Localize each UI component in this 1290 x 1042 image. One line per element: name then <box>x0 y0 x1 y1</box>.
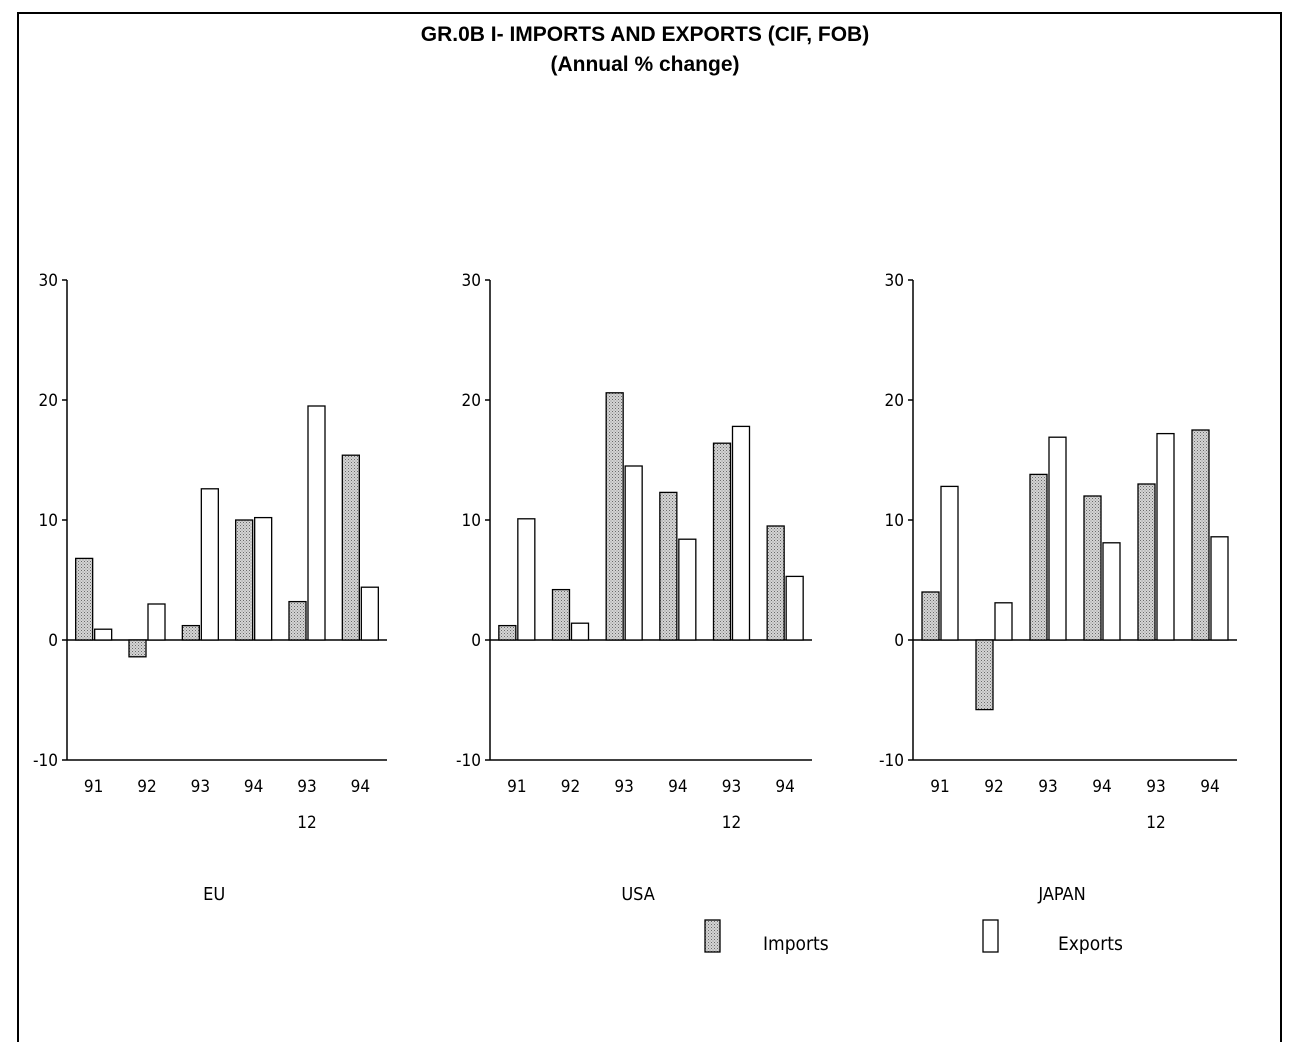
imports-bar-94-3 <box>235 519 254 641</box>
legend-item-exports: Exports <box>982 919 1123 955</box>
exports-bar-93-2 <box>624 465 643 641</box>
x-tick-label: 92 <box>561 777 580 797</box>
x-tick-label: 92 <box>984 777 1003 797</box>
imports-bar-93-4 <box>288 600 307 641</box>
x-tick-label: 91 <box>930 777 949 797</box>
exports-bar-91-0 <box>94 628 113 641</box>
chart-title: GR.0B I- IMPORTS AND EXPORTS (CIF, FOB) <box>420 23 870 46</box>
chart-panel-usa: -10 0 10 20 30 91 92 93 94 93 12 94 USA <box>456 271 812 905</box>
exports-bar-94-3 <box>1102 542 1121 641</box>
legend-label: Exports <box>1058 933 1123 955</box>
x-tick-label: 93 <box>191 777 210 797</box>
legend-item-imports: Imports <box>704 919 829 955</box>
exports-bar-93-4 <box>731 425 751 641</box>
y-tick-label: 20 <box>885 391 904 411</box>
imports-bar-92-1 <box>551 588 571 641</box>
x-tick-label: 94 <box>1200 777 1219 797</box>
imports-bar-94-3 <box>659 491 678 641</box>
exports-bar-94-5 <box>1210 536 1229 641</box>
x-tick-sublabel: 12 <box>297 813 316 833</box>
x-tick-label: 94 <box>1092 777 1111 797</box>
legend-swatch <box>704 919 721 953</box>
x-tick-label: 93 <box>722 777 741 797</box>
y-tick-label: -10 <box>879 751 904 771</box>
exports-bar-94-3 <box>678 538 697 641</box>
y-tick-label: 30 <box>885 271 904 291</box>
exports-bar-94-5 <box>785 575 804 641</box>
panel-label-eu: EU <box>203 884 225 905</box>
x-tick-sublabel: 12 <box>722 813 741 833</box>
y-tick-label: 30 <box>462 271 481 291</box>
exports-bar-93-4 <box>307 405 326 641</box>
chart-panel-eu: -10 0 10 20 30 91 92 93 94 93 12 94 EU <box>33 271 387 905</box>
x-tick-label: 91 <box>507 777 526 797</box>
y-tick-label: 10 <box>885 511 904 531</box>
imports-bar-93-2 <box>1029 473 1048 641</box>
panel-label-usa: USA <box>621 884 655 905</box>
imports-bar-91-0 <box>921 591 940 641</box>
x-tick-label: 94 <box>668 777 687 797</box>
y-tick-label: -10 <box>33 751 58 771</box>
y-tick-label: 20 <box>39 391 58 411</box>
exports-bar-94-5 <box>360 586 379 641</box>
x-tick-label: 93 <box>614 777 633 797</box>
imports-bar-91-0 <box>498 624 517 641</box>
exports-bar-93-2 <box>200 488 219 641</box>
legend-label: Imports <box>763 933 829 955</box>
imports-bar-93-4 <box>712 442 732 641</box>
exports-bar-91-0 <box>940 485 959 641</box>
panel-label-japan: JAPAN <box>1037 884 1085 905</box>
exports-bar-92-1 <box>147 603 166 641</box>
imports-bar-94-5 <box>766 525 785 641</box>
y-tick-label: 30 <box>39 271 58 291</box>
y-tick-label: 10 <box>39 511 58 531</box>
chart-panel-japan: -10 0 10 20 30 91 92 93 94 93 12 94 JAPAN <box>879 271 1237 905</box>
imports-bar-93-2 <box>181 624 200 641</box>
x-tick-label: 93 <box>297 777 316 797</box>
imports-bar-93-2 <box>605 392 624 641</box>
imports-bar-93-4 <box>1137 483 1156 641</box>
exports-bar-92-1 <box>570 622 590 641</box>
y-tick-label: 0 <box>48 631 58 651</box>
x-tick-label: 94 <box>244 777 263 797</box>
x-tick-label: 94 <box>351 777 370 797</box>
legend: Imports Exports <box>704 919 1123 955</box>
x-tick-label: 91 <box>84 777 103 797</box>
exports-bar-91-0 <box>517 518 536 641</box>
imports-bar-91-0 <box>75 557 94 641</box>
y-tick-label: -10 <box>456 751 481 771</box>
x-tick-label: 94 <box>775 777 794 797</box>
chart-subtitle: (Annual % change) <box>550 53 740 76</box>
imports-bar-92-1 <box>128 639 147 658</box>
x-tick-sublabel: 12 <box>1146 813 1165 833</box>
exports-bar-92-1 <box>994 602 1013 641</box>
y-tick-label: 0 <box>471 631 481 651</box>
y-tick-label: 0 <box>894 631 904 651</box>
exports-bar-94-3 <box>254 516 273 641</box>
exports-bar-93-2 <box>1048 436 1067 641</box>
imports-bar-92-1 <box>975 639 994 711</box>
chart-frame <box>17 12 1282 1042</box>
imports-bar-94-3 <box>1083 495 1102 641</box>
exports-bar-93-4 <box>1156 432 1175 641</box>
y-tick-label: 20 <box>462 391 481 411</box>
imports-bar-94-5 <box>1191 429 1210 641</box>
x-tick-label: 93 <box>1038 777 1057 797</box>
imports-bar-94-5 <box>341 454 360 641</box>
legend-swatch <box>982 919 999 953</box>
y-tick-label: 10 <box>462 511 481 531</box>
x-tick-label: 92 <box>137 777 156 797</box>
x-tick-label: 93 <box>1146 777 1165 797</box>
